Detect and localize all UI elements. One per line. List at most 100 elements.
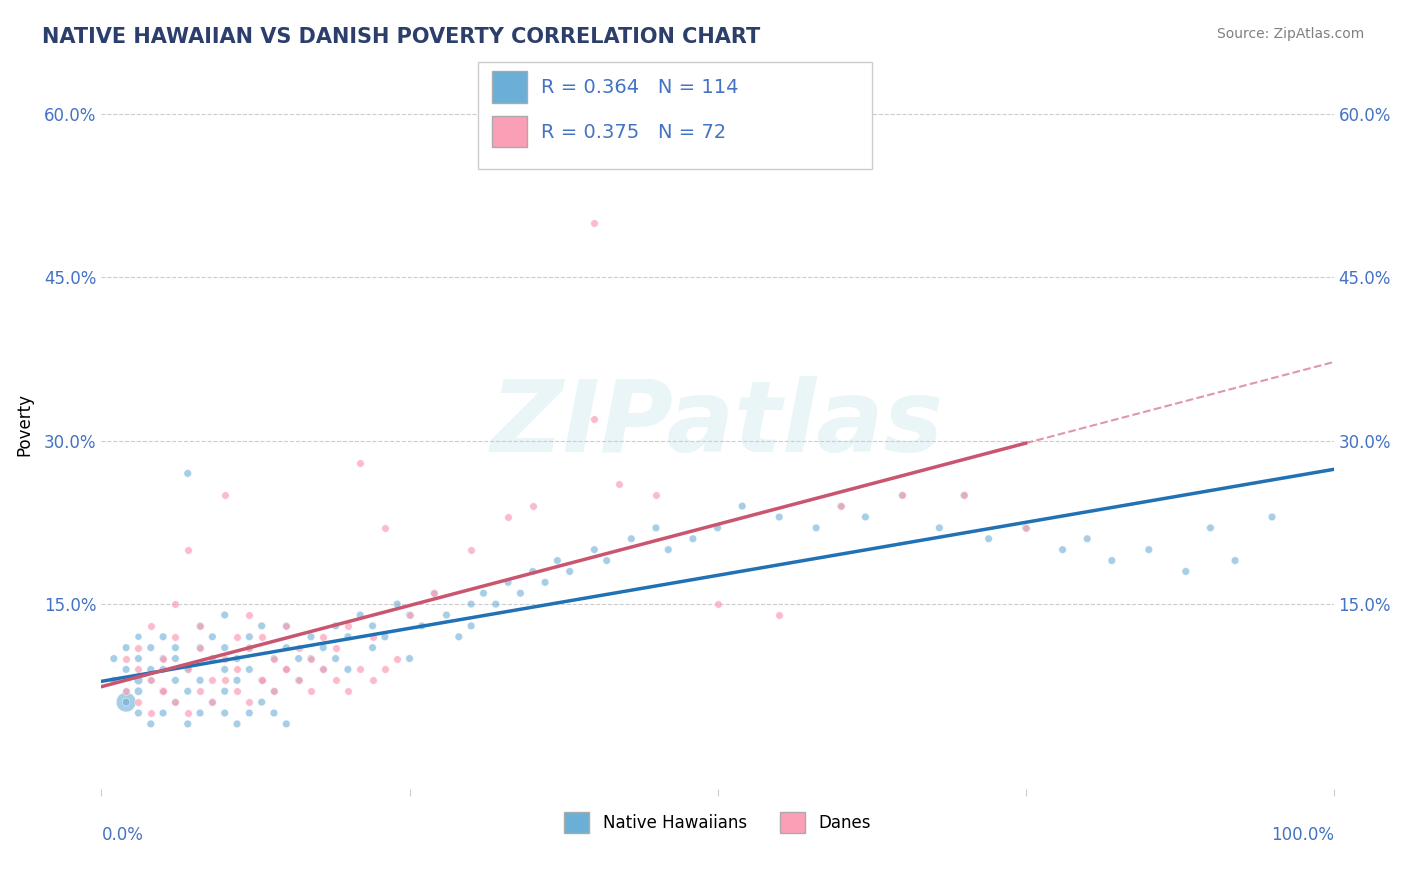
Point bbox=[398, 607, 420, 622]
Point bbox=[276, 619, 298, 633]
Point bbox=[953, 488, 976, 502]
Point bbox=[103, 673, 125, 688]
Point bbox=[201, 695, 224, 709]
Point bbox=[238, 607, 260, 622]
Point bbox=[583, 412, 606, 426]
Point bbox=[398, 651, 420, 665]
Point bbox=[830, 499, 852, 513]
Point bbox=[188, 706, 211, 720]
Point bbox=[214, 651, 236, 665]
Point bbox=[115, 695, 138, 709]
Point bbox=[226, 717, 249, 731]
Point bbox=[201, 673, 224, 688]
Point bbox=[299, 684, 322, 698]
Point bbox=[177, 467, 200, 481]
Point bbox=[1101, 553, 1123, 567]
Point bbox=[460, 542, 482, 557]
Point bbox=[436, 607, 458, 622]
Point bbox=[460, 597, 482, 611]
Point bbox=[682, 532, 704, 546]
Point bbox=[177, 684, 200, 698]
Point bbox=[165, 630, 187, 644]
Point bbox=[299, 651, 322, 665]
Point bbox=[496, 575, 519, 590]
Point bbox=[336, 663, 359, 677]
Point bbox=[287, 640, 309, 655]
Point bbox=[423, 586, 446, 600]
Point bbox=[447, 630, 470, 644]
Point bbox=[188, 619, 211, 633]
Point bbox=[312, 663, 335, 677]
Point bbox=[657, 542, 679, 557]
Point bbox=[165, 673, 187, 688]
Point bbox=[361, 673, 384, 688]
Point bbox=[263, 684, 285, 698]
Point bbox=[276, 663, 298, 677]
Point bbox=[385, 597, 408, 611]
Point bbox=[299, 651, 322, 665]
Point bbox=[928, 521, 950, 535]
Point bbox=[127, 651, 149, 665]
Point bbox=[214, 488, 236, 502]
Point bbox=[115, 695, 138, 709]
Point bbox=[768, 607, 790, 622]
Point bbox=[139, 619, 162, 633]
Point bbox=[287, 673, 309, 688]
Point bbox=[177, 706, 200, 720]
Point bbox=[522, 565, 544, 579]
Point bbox=[226, 673, 249, 688]
Point bbox=[374, 521, 396, 535]
Point bbox=[238, 630, 260, 644]
Point bbox=[1223, 553, 1246, 567]
Point bbox=[349, 607, 371, 622]
Point bbox=[1014, 521, 1036, 535]
Point bbox=[855, 510, 877, 524]
Point bbox=[325, 640, 347, 655]
Point bbox=[336, 630, 359, 644]
Point bbox=[127, 673, 149, 688]
Point bbox=[977, 532, 1000, 546]
Text: R = 0.375   N = 72: R = 0.375 N = 72 bbox=[541, 122, 727, 142]
Point bbox=[139, 717, 162, 731]
Point bbox=[127, 663, 149, 677]
Point bbox=[509, 586, 531, 600]
Point bbox=[312, 663, 335, 677]
Point bbox=[188, 640, 211, 655]
Point bbox=[583, 216, 606, 230]
Point bbox=[411, 619, 433, 633]
Point bbox=[299, 630, 322, 644]
Point bbox=[287, 651, 309, 665]
Point bbox=[226, 663, 249, 677]
Point bbox=[152, 706, 174, 720]
Point bbox=[374, 663, 396, 677]
Point bbox=[312, 630, 335, 644]
Point bbox=[385, 651, 408, 665]
Point bbox=[177, 717, 200, 731]
Point bbox=[238, 663, 260, 677]
Point bbox=[226, 684, 249, 698]
Point bbox=[127, 640, 149, 655]
Point bbox=[706, 521, 728, 535]
Point bbox=[398, 607, 420, 622]
Point bbox=[804, 521, 827, 535]
Point bbox=[139, 706, 162, 720]
Point bbox=[214, 684, 236, 698]
Point bbox=[1076, 532, 1098, 546]
Point bbox=[645, 488, 668, 502]
Point bbox=[706, 597, 728, 611]
Point bbox=[238, 640, 260, 655]
Point bbox=[250, 630, 273, 644]
Point bbox=[276, 640, 298, 655]
Point bbox=[953, 488, 976, 502]
Point bbox=[620, 532, 643, 546]
Text: R = 0.364   N = 114: R = 0.364 N = 114 bbox=[541, 78, 738, 97]
Legend: Native Hawaiians, Danes: Native Hawaiians, Danes bbox=[558, 805, 877, 839]
Point bbox=[177, 542, 200, 557]
Point bbox=[287, 673, 309, 688]
Point bbox=[115, 640, 138, 655]
Point bbox=[325, 673, 347, 688]
Point bbox=[177, 663, 200, 677]
Point bbox=[214, 706, 236, 720]
Point bbox=[115, 663, 138, 677]
Point bbox=[522, 499, 544, 513]
